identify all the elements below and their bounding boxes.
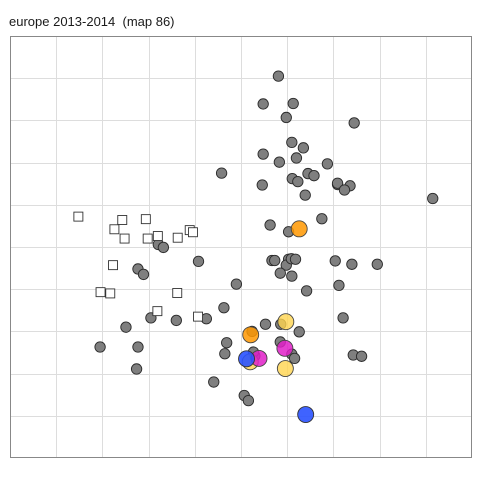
blue-point <box>238 350 255 368</box>
grey-point <box>94 341 106 353</box>
grey-point <box>290 152 303 164</box>
open-square-point <box>172 288 183 298</box>
magenta-point <box>276 339 294 357</box>
grey-point <box>331 177 344 189</box>
grey-point <box>286 270 298 282</box>
open-square-point <box>95 287 106 298</box>
series-open-squares <box>73 211 203 322</box>
grey-point <box>219 348 231 360</box>
plot-border <box>10 36 472 458</box>
grey-point <box>221 337 233 349</box>
grey-point <box>242 394 255 407</box>
grey-point <box>256 179 268 191</box>
grey-point <box>280 111 292 124</box>
grey-point <box>272 70 285 82</box>
orange-point <box>290 220 308 238</box>
chart-title: europe 2013-2014 (map 86) <box>9 14 175 29</box>
grey-point <box>132 341 144 353</box>
grey-point <box>308 170 320 182</box>
grey-point <box>130 363 143 375</box>
grey-point <box>286 136 298 148</box>
grey-point <box>230 278 243 290</box>
blue-point <box>297 406 315 423</box>
grey-point <box>289 253 302 265</box>
open-square-point <box>109 224 120 235</box>
grey-point <box>137 268 150 281</box>
open-square-point <box>117 215 128 225</box>
open-square-point <box>193 311 203 322</box>
series-orange <box>242 220 308 344</box>
grey-point <box>273 156 285 168</box>
grey-point <box>297 142 310 154</box>
grey-point <box>337 312 349 324</box>
grey-point <box>299 189 311 201</box>
grey-point <box>120 321 132 333</box>
series-magenta <box>250 339 294 367</box>
grey-point <box>257 98 269 110</box>
orange-point <box>242 326 260 344</box>
grey-point <box>218 302 230 314</box>
open-square-point <box>172 232 183 243</box>
grey-point <box>293 326 305 338</box>
grey-point <box>274 267 286 279</box>
grey-point <box>292 175 304 188</box>
grey-point <box>215 167 228 179</box>
data-points <box>73 70 439 423</box>
grey-point <box>269 254 281 267</box>
grey-point <box>208 376 220 388</box>
grey-point <box>170 314 182 327</box>
yellow-point <box>276 360 294 377</box>
grey-point <box>257 148 269 160</box>
open-square-point <box>152 306 163 317</box>
grey-point <box>333 279 345 292</box>
series-blue <box>238 350 315 423</box>
open-square-point <box>142 233 153 244</box>
grey-point <box>348 117 360 129</box>
open-square-point <box>105 288 116 299</box>
grey-point <box>338 184 351 196</box>
open-square-point <box>119 233 130 244</box>
yellow-point <box>277 313 295 331</box>
grey-point <box>321 158 334 170</box>
grey-point <box>300 285 313 297</box>
grey-point <box>316 213 328 225</box>
grey-point <box>192 255 205 267</box>
grey-point <box>355 350 368 362</box>
open-square-point <box>152 231 163 241</box>
open-square-point <box>188 227 198 238</box>
grey-point <box>329 255 341 267</box>
open-square-point <box>108 260 118 271</box>
grey-point <box>288 352 301 365</box>
grey-point <box>264 219 276 231</box>
open-square-point <box>73 211 84 222</box>
grey-point <box>346 258 358 270</box>
grey-point <box>287 97 299 110</box>
grey-point <box>427 192 439 205</box>
grey-point <box>259 318 272 330</box>
grey-point <box>157 241 170 254</box>
grey-point <box>371 258 383 270</box>
grid-lines <box>10 36 472 458</box>
open-square-point <box>140 214 151 225</box>
